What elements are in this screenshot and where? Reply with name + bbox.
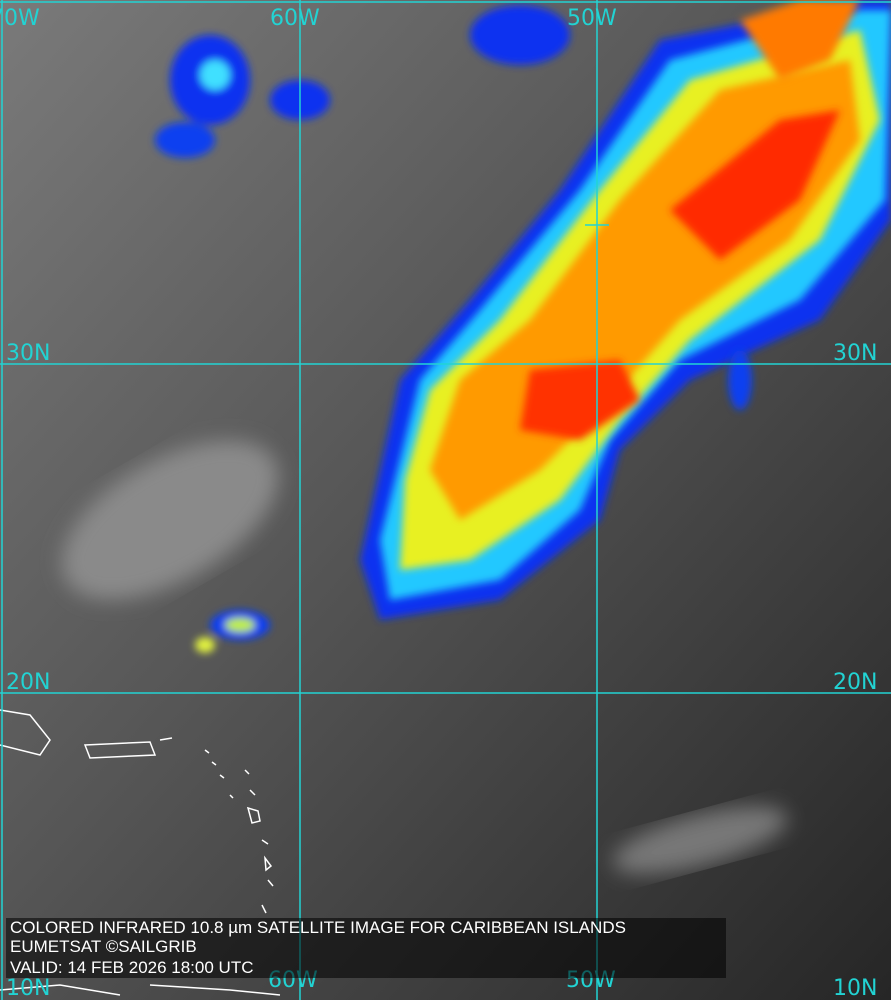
latitude-label-10n-left: 10N [6,976,51,1000]
caption-credit: EUMETSAT ©SAILGRIB [10,937,197,956]
latitude-label-30n-right: 30N [833,341,878,366]
image-caption: COLORED INFRARED 10.8 µm SATELLITE IMAGE… [6,918,726,978]
longitude-label-70w: 70W [0,6,40,31]
low-cloud [612,806,788,874]
latitude-label-20n-left: 20N [6,670,51,695]
latitude-label-30n-left: 30N [6,341,51,366]
longitude-label-50w: 50W [567,6,617,31]
coastlines [0,709,281,996]
scattered-convection [155,5,752,653]
latitude-label-20n-right: 20N [833,670,878,695]
longitude-label-60w: 60W [270,6,320,31]
frontal-cloud-band [360,0,891,620]
puerto-rico-coast [83,741,157,759]
caption-title: COLORED INFRARED 10.8 µm SATELLITE IMAGE… [10,918,626,937]
latitude-label-10n-right: 10N [833,976,878,1000]
low-cloud [61,440,279,600]
caption-valid-time: VALID: 14 FEB 2026 18:00 UTC [10,958,254,977]
